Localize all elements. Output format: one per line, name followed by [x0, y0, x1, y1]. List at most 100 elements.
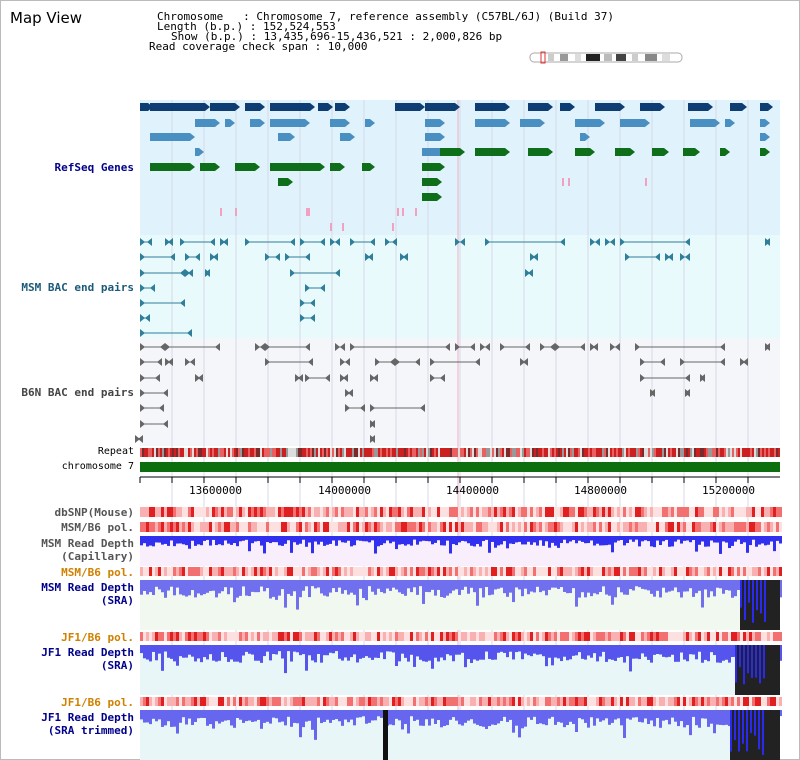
depth-bar [392, 536, 395, 542]
polymorphism-cell [518, 507, 521, 517]
polymorphism-cell [719, 697, 722, 706]
polymorphism-cell [341, 697, 344, 706]
polymorphism-cell [725, 632, 728, 641]
polymorphism-cell [455, 632, 458, 641]
polymorphism-cell [434, 697, 437, 706]
polymorphism-cell [770, 697, 773, 706]
polymorphism-cell [410, 697, 413, 706]
depth-bar [530, 645, 533, 657]
depth-bar [146, 580, 149, 595]
depth-bar [623, 645, 626, 663]
polymorphism-cell [695, 507, 698, 517]
polymorphism-cell [539, 567, 542, 576]
polymorphism-cell [425, 507, 428, 517]
bac-end-left [680, 358, 685, 366]
depth-bar [626, 536, 629, 543]
depth-bar [695, 710, 698, 726]
polymorphism-cell [461, 567, 464, 576]
polymorphism-cell [251, 522, 254, 532]
gene-arrow [370, 163, 375, 171]
depth-bar [371, 580, 374, 592]
polymorphism-cell [629, 697, 632, 706]
polymorphism-cell [590, 522, 593, 532]
polymorphism-cell [278, 522, 281, 532]
repeat-segment [726, 448, 728, 457]
depth-bar [407, 645, 410, 662]
bac-end-right [593, 343, 598, 351]
polymorphism-cell [632, 697, 635, 706]
polymorphism-cell [458, 567, 461, 576]
depth-bar [290, 580, 293, 596]
repeat-segment [198, 448, 200, 457]
repeat-segment [712, 448, 714, 457]
jf1-b6-pol-label-1: JF1/B6 pol. [61, 631, 134, 644]
polymorphism-cell [428, 567, 431, 576]
polymorphism-cell [635, 567, 638, 576]
gene-block [425, 133, 440, 141]
polymorphism-cell [779, 632, 782, 641]
polymorphism-cell [719, 522, 722, 532]
repeat-segment [662, 448, 664, 457]
repeat-segment [314, 448, 316, 457]
bac-end-right [343, 374, 348, 382]
depth-bar [452, 580, 455, 591]
depth-bar [374, 645, 377, 658]
depth-bar [755, 645, 757, 678]
polymorphism-cell [512, 567, 515, 576]
depth-bar [461, 710, 464, 726]
polymorphism-cell [215, 567, 218, 576]
polymorphism-cell [338, 507, 341, 517]
depth-bar [650, 536, 653, 547]
ideogram-band [560, 54, 568, 61]
polymorphism-cell [692, 522, 695, 532]
polymorphism-cell [641, 697, 644, 706]
repeat-segment [386, 448, 388, 457]
polymorphism-cell [383, 632, 386, 641]
polymorphism-cell [611, 697, 614, 706]
polymorphism-cell [170, 522, 173, 532]
depth-bar [149, 645, 152, 662]
depth-bar [332, 580, 335, 589]
depth-bar [674, 536, 677, 542]
depth-bar [272, 645, 275, 655]
gene-arrow [460, 148, 465, 156]
polymorphism-cell [263, 522, 266, 532]
bac-end-left [220, 238, 225, 246]
polymorphism-cell [716, 632, 719, 641]
repeat-segment [310, 448, 312, 457]
polymorphism-cell [248, 697, 251, 706]
polymorphism-cell [602, 697, 605, 706]
polymorphism-cell [389, 522, 392, 532]
repeat-segment [752, 448, 754, 457]
polymorphism-cell [764, 507, 767, 517]
depth-bar [629, 580, 632, 590]
polymorphism-cell [344, 522, 347, 532]
polymorphism-cell [161, 567, 164, 576]
depth-bar [605, 536, 608, 546]
depth-bar [725, 710, 728, 725]
repeat-segment [512, 448, 514, 457]
polymorphism-cell [533, 632, 536, 641]
depth-bar [779, 710, 782, 717]
bac-end-right [720, 358, 725, 366]
repeat-segment [372, 448, 374, 457]
depth-bar [233, 710, 236, 728]
polymorphism-cell [743, 697, 746, 706]
depth-bar [344, 645, 347, 658]
polymorphism-cell [563, 567, 566, 576]
polymorphism-cell [206, 507, 209, 517]
polymorphism-cell [743, 567, 746, 576]
repeat-segment [674, 448, 676, 457]
depth-bar [362, 536, 365, 542]
bac-end-left [500, 343, 505, 351]
depth-bar [524, 536, 527, 545]
depth-bar [737, 536, 740, 540]
depth-bar [752, 580, 754, 623]
repeat-segment [680, 448, 682, 457]
depth-bar [614, 645, 617, 661]
polymorphism-cell [704, 632, 707, 641]
polymorphism-cell [545, 507, 548, 517]
repeat-segment [488, 448, 490, 457]
polymorphism-cell [584, 632, 587, 641]
